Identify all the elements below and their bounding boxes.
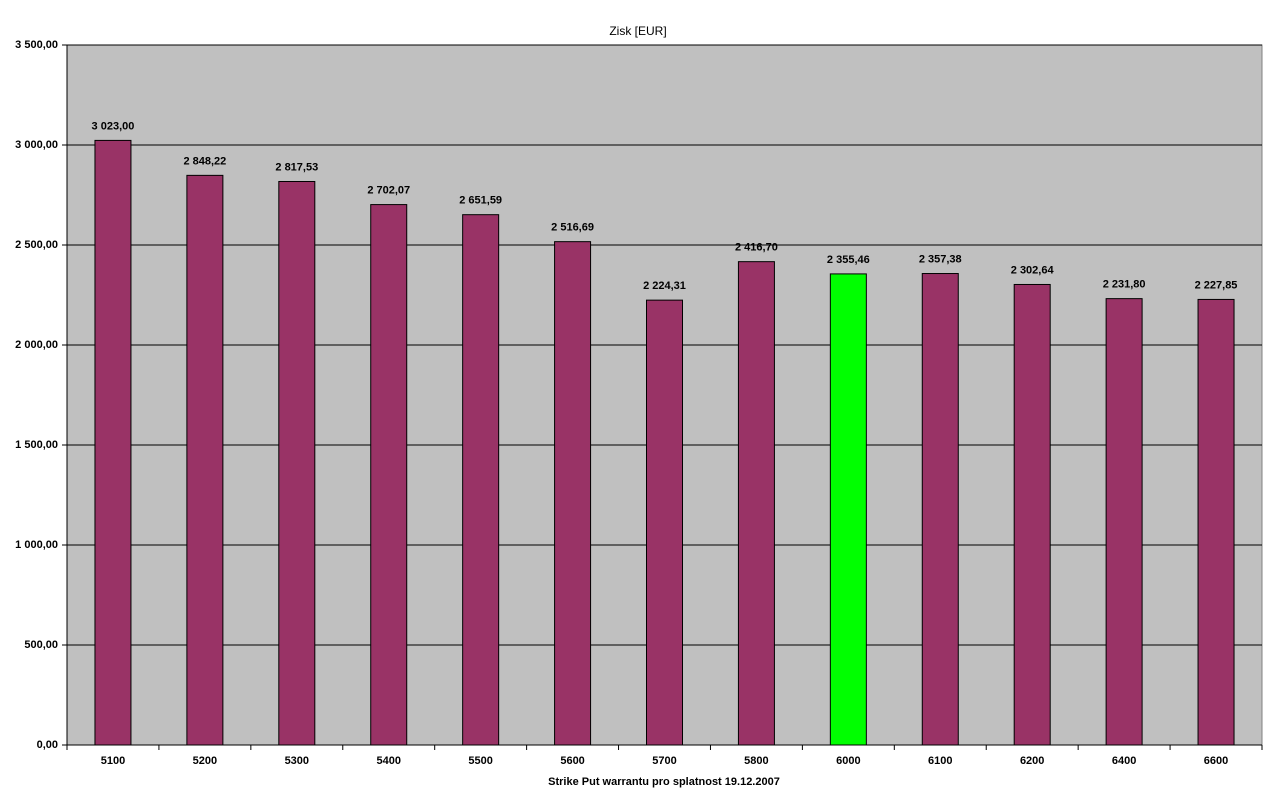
x-tick-label: 5500 <box>468 755 492 767</box>
bar <box>646 299 683 746</box>
y-tick-label: 1 500,00 <box>15 439 58 451</box>
bar <box>737 261 775 746</box>
x-tick-label: 6600 <box>1204 755 1228 767</box>
value-label: 2 357,38 <box>919 253 962 265</box>
y-tick-label: 3 500,00 <box>15 39 58 51</box>
value-label: 2 302,64 <box>1011 264 1055 276</box>
value-label: 2 702,07 <box>367 184 410 196</box>
x-tick-label: 5700 <box>652 755 676 767</box>
x-tick-label: 5600 <box>560 755 584 767</box>
y-tick-label: 2 500,00 <box>15 239 58 251</box>
x-tick-label: 5300 <box>285 755 309 767</box>
value-label: 2 231,80 <box>1103 279 1146 291</box>
x-tick-label: 6200 <box>1020 755 1044 767</box>
x-tick-label: 5400 <box>376 755 400 767</box>
bar <box>94 139 132 746</box>
y-tick-label: 0,00 <box>37 739 58 751</box>
value-label: 2 651,59 <box>459 195 502 207</box>
chart-title: Zisk [EUR] <box>609 24 666 38</box>
value-label: 3 023,00 <box>92 120 135 132</box>
bar <box>1105 298 1143 746</box>
bar <box>370 204 408 746</box>
value-label: 2 848,22 <box>183 155 226 167</box>
value-label: 2 224,31 <box>643 280 686 292</box>
y-tick-label: 3 000,00 <box>15 139 58 151</box>
y-tick-label: 1 000,00 <box>15 539 58 551</box>
x-tick-label: 5800 <box>744 755 768 767</box>
bar <box>1013 283 1051 746</box>
value-label: 2 355,46 <box>827 254 870 266</box>
bar <box>1197 298 1235 746</box>
bar <box>462 214 500 746</box>
value-label: 2 416,70 <box>735 242 778 254</box>
x-tick-label: 5200 <box>193 755 217 767</box>
bar <box>278 180 316 746</box>
x-tick-label: 6400 <box>1112 755 1136 767</box>
x-tick-label: 6100 <box>928 755 952 767</box>
value-label: 2 817,53 <box>275 161 318 173</box>
x-axis-label: Strike Put warrantu pro splatnost 19.12.… <box>548 776 780 788</box>
y-tick-label: 500,00 <box>24 639 58 651</box>
bar <box>186 174 224 746</box>
x-tick-label: 5100 <box>101 755 125 767</box>
x-tick-label: 6000 <box>836 755 860 767</box>
bar <box>921 273 959 746</box>
y-tick-label: 2 000,00 <box>15 339 58 351</box>
value-label: 2 227,85 <box>1195 279 1238 291</box>
bar <box>554 241 592 746</box>
value-label: 2 516,69 <box>551 222 594 234</box>
bar <box>829 273 867 746</box>
